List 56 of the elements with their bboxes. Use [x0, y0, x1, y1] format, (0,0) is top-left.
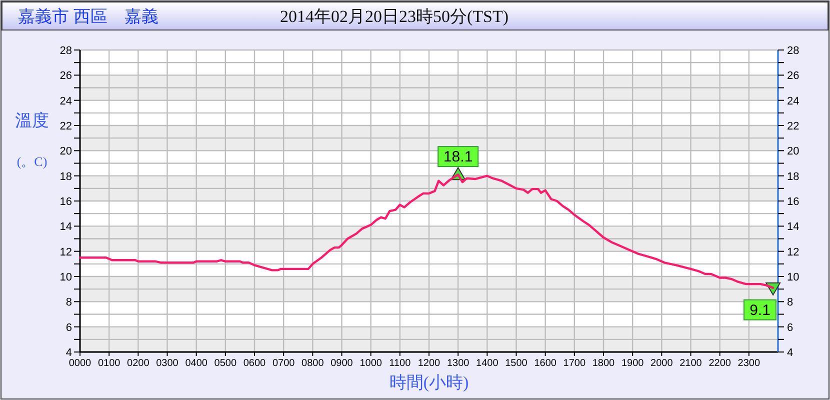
- x-tick-label: 0700: [272, 358, 296, 369]
- y2-tick-label: 14: [787, 221, 800, 234]
- x-tick-label: 0100: [98, 358, 121, 369]
- y2-tick-label: 20: [787, 146, 800, 158]
- x-tick-label: 0600: [243, 358, 266, 369]
- x-tick-label: 2100: [680, 358, 702, 369]
- x-tick-label: 2000: [650, 358, 674, 369]
- y-tick-label: 8: [66, 296, 72, 309]
- annotation: 18.1: [443, 148, 473, 166]
- x-tick-label: 2200: [708, 358, 732, 369]
- x-tick-label: 0400: [185, 358, 208, 369]
- annotation: 9.1: [750, 302, 770, 319]
- x-axis-title: 時間(小時): [389, 373, 469, 392]
- y2-tick-label: 24: [787, 95, 800, 108]
- x-tick-label: 1700: [563, 358, 586, 369]
- x-tick-label: 0200: [127, 358, 150, 369]
- x-tick-label: 0000: [68, 358, 92, 369]
- text: 溫度 (。C): [15, 111, 49, 169]
- y-tick-label: 18: [60, 170, 72, 183]
- x-tick-label: 1400: [476, 358, 499, 369]
- y2-tick-label: 4: [787, 347, 794, 359]
- x-tick-label: 0800: [302, 358, 324, 369]
- y-tick-label: 12: [60, 246, 72, 258]
- y2-tick-label: 16: [787, 196, 800, 208]
- x-tick-label: 0300: [156, 358, 179, 369]
- y-tick-label: 16: [60, 196, 72, 208]
- x-tick-label: 1100: [389, 358, 412, 369]
- x-tick-label: 1000: [360, 358, 382, 369]
- y2-tick-label: 28: [787, 45, 800, 57]
- x-tick-label: 1500: [505, 358, 528, 369]
- y-tick-label: 26: [60, 70, 72, 82]
- x-tick-label: 1200: [418, 358, 441, 369]
- x-tick-label: 1800: [592, 358, 616, 369]
- y-tick-label: 6: [66, 322, 72, 334]
- y2-tick-label: 22: [787, 120, 800, 132]
- y-tick-label: 4: [66, 347, 72, 359]
- x-tick-label: 0900: [330, 358, 354, 369]
- y-tick-label: 22: [60, 120, 72, 132]
- chart-subtitle: 2014年02月20日23時50分(TST): [280, 7, 509, 26]
- x-tick-label: 0500: [214, 358, 237, 369]
- y2-tick-label: 12: [787, 246, 800, 258]
- y-tick-label: 24: [60, 95, 72, 108]
- y2-tick-label: 10: [787, 272, 800, 284]
- x-tick-label: 1900: [621, 358, 644, 369]
- y-tick-label: 10: [60, 272, 72, 284]
- y2-tick-label: 8: [787, 296, 794, 309]
- x-tick-label: 1300: [446, 358, 470, 369]
- y2-tick-label: 18: [787, 170, 800, 183]
- x-tick-label: 2300: [738, 358, 760, 369]
- y-tick-label: 14: [60, 221, 72, 234]
- y-tick-label: 20: [60, 146, 72, 158]
- chart-title: 嘉義市 西區 嘉義: [18, 7, 158, 26]
- x-tick-label: 1600: [534, 358, 557, 369]
- y2-tick-label: 26: [787, 70, 800, 82]
- y-tick-label: 28: [60, 45, 72, 57]
- y2-tick-label: 6: [787, 322, 794, 334]
